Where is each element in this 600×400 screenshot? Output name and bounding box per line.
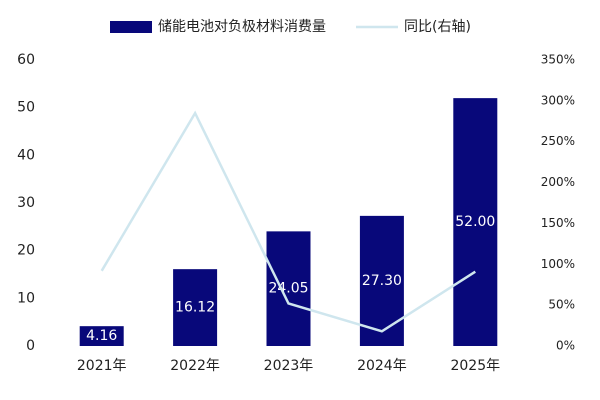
line xyxy=(100,110,476,333)
y2-tick-label: 300% xyxy=(541,93,575,107)
y-tick-label: 40 xyxy=(17,147,35,163)
y2-tick-label: 100% xyxy=(541,257,575,271)
x-tick-label: 2023年 xyxy=(264,358,314,374)
x-tick-label: 2025年 xyxy=(450,358,500,374)
y2-tick-label: 200% xyxy=(541,175,575,189)
value-label: 4.16 xyxy=(86,328,117,344)
x-tick-label: 2022年 xyxy=(170,358,220,374)
value-label: 16.12 xyxy=(175,300,215,316)
value-label: 52.00 xyxy=(455,214,495,230)
y2-tick-label: 50% xyxy=(548,298,575,312)
x-tick-label: 2021年 xyxy=(77,358,127,374)
y-tick-label: 60 xyxy=(17,52,35,68)
y-tick-label: 50 xyxy=(17,100,35,116)
y2-tick-label: 350% xyxy=(541,53,575,67)
bar xyxy=(79,326,124,346)
y2-tick-label: 150% xyxy=(541,216,575,230)
y2-tick-label: 0% xyxy=(556,339,575,353)
y-tick-label: 20 xyxy=(17,243,35,259)
legend-label: 同比(右轴) xyxy=(404,19,471,35)
y2-tick-label: 250% xyxy=(541,134,575,148)
bar xyxy=(453,98,498,346)
bar xyxy=(173,269,218,346)
bar xyxy=(266,231,311,346)
value-label: 24.05 xyxy=(268,281,308,297)
x-tick-label: 2024年 xyxy=(357,358,407,374)
y-tick-label: 10 xyxy=(17,290,35,306)
legend-swatch xyxy=(110,21,152,33)
y-tick-label: 30 xyxy=(17,195,35,211)
y-tick-label: 0 xyxy=(26,338,35,354)
bar xyxy=(359,215,404,346)
legend-label: 储能电池对负极材料消费量 xyxy=(158,19,326,35)
value-label: 27.30 xyxy=(362,273,402,289)
